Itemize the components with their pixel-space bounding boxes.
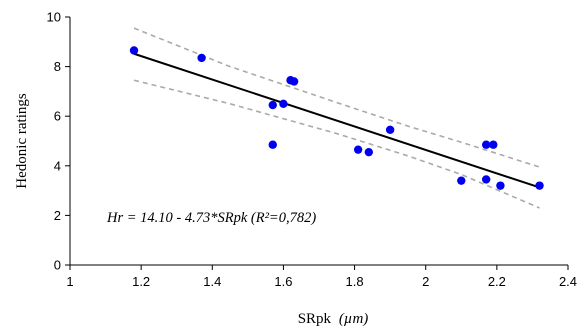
x-tick-label: 1.2 <box>132 274 150 289</box>
y-tick-label: 8 <box>54 59 61 74</box>
axes <box>65 16 569 270</box>
y-tick-label: 2 <box>54 208 61 223</box>
data-point <box>268 100 277 110</box>
regression-fit-line <box>133 52 540 189</box>
x-axis-label: SRpk <box>298 311 332 327</box>
data-point <box>279 99 288 109</box>
data-point <box>268 140 277 149</box>
data-point <box>496 181 505 190</box>
data-point <box>481 140 491 149</box>
y-tick-label: 0 <box>54 258 61 273</box>
data-point <box>129 46 139 55</box>
data-point <box>197 53 206 63</box>
data-point <box>535 181 544 190</box>
y-axis-title: Hedonic ratings <box>14 93 30 189</box>
x-tick-label: 2.4 <box>559 274 577 289</box>
data-point <box>457 176 466 185</box>
x-tick-label: 1.6 <box>274 274 292 289</box>
data-point <box>489 140 498 149</box>
confidence-band-lower <box>133 79 540 209</box>
data-point <box>289 77 299 86</box>
x-tick-label: 2.2 <box>488 274 506 289</box>
x-tick-label: 1 <box>66 274 73 289</box>
data-point <box>385 125 395 135</box>
confidence-band <box>133 27 540 209</box>
confidence-band-upper <box>133 27 540 168</box>
regression-annotation: Hr = 14.10 - 4.73*SRpk (R²=0,782) <box>106 210 316 226</box>
x-tick-label: 2 <box>422 274 429 289</box>
y-tick-label: 10 <box>47 10 61 25</box>
x-tick-label: 1.4 <box>203 274 221 289</box>
data-points <box>129 46 544 190</box>
y-tick-label: 4 <box>54 158 61 173</box>
x-axis-unit: (µm) <box>339 311 368 327</box>
data-point <box>353 145 363 154</box>
tick-labels: 1 1.2 1.4 1.6 1.8 2 2.2 2.4 0 2 4 6 8 10 <box>47 10 578 290</box>
x-axis-title: SRpk (µm) <box>298 311 369 327</box>
regression-line <box>133 52 540 189</box>
data-point <box>481 175 491 184</box>
x-tick-label: 1.8 <box>346 274 364 289</box>
data-point <box>364 147 373 157</box>
y-tick-label: 6 <box>54 109 61 124</box>
